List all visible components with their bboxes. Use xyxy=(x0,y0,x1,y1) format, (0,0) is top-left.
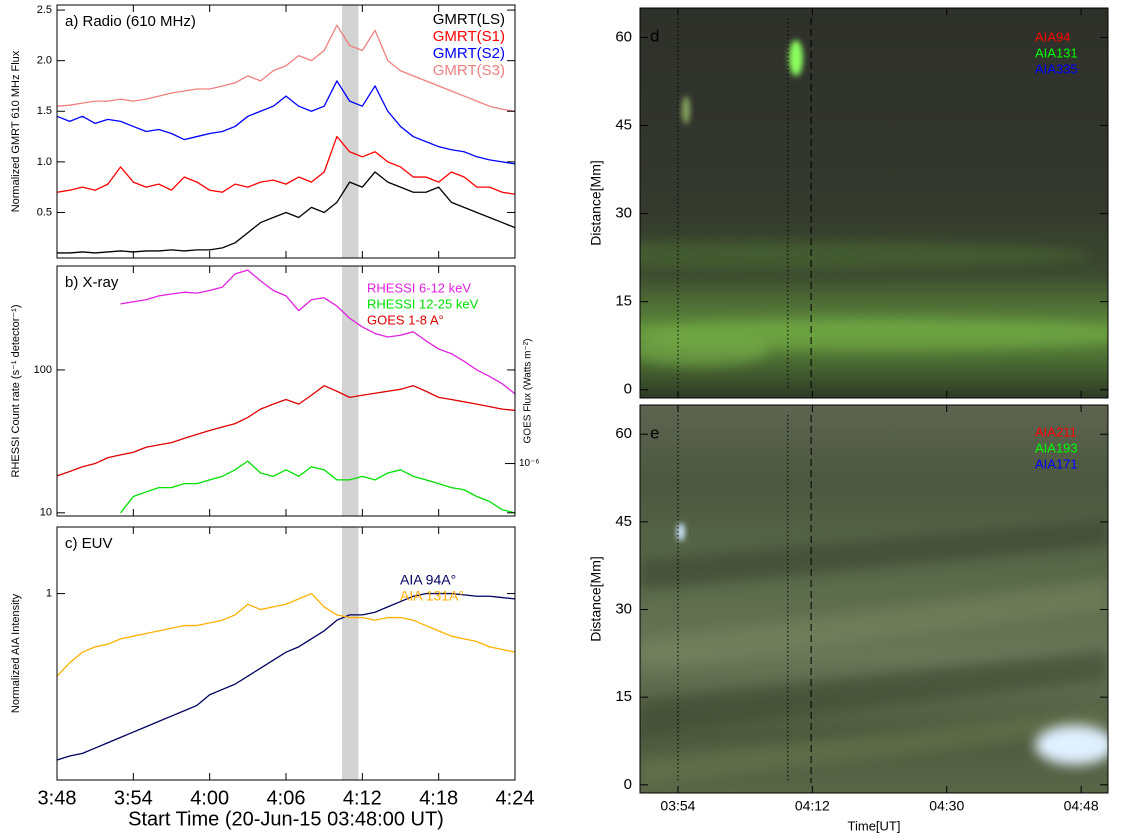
legend-entry: GOES 1-8 A° xyxy=(367,312,444,327)
series-line xyxy=(120,460,516,514)
panel-title: d xyxy=(650,26,659,45)
x-tick-label: 4:06 xyxy=(267,787,306,809)
legend-entry: AIA193 xyxy=(1035,440,1078,455)
legend-entry: AIA 131A° xyxy=(400,588,464,604)
shaded-span xyxy=(341,5,359,258)
panel-title: a) Radio (610 MHz) xyxy=(65,13,196,30)
y-tick-label: 2.0 xyxy=(37,55,52,67)
y-tick-label: 45 xyxy=(615,513,632,530)
plot-frame xyxy=(639,404,1109,794)
legend-entry: AIA171 xyxy=(1035,456,1078,471)
x-tick-label: 4:00 xyxy=(190,787,229,809)
series-line xyxy=(56,80,516,165)
series-line xyxy=(56,385,516,477)
y2-tick-label: 10⁻⁶ xyxy=(519,458,540,469)
y-axis-label: Normalized GMRT 610 MHz Flux xyxy=(10,50,22,212)
series-line xyxy=(56,592,516,761)
x-tick-label: 3:48 xyxy=(38,787,77,809)
panel-title: e xyxy=(650,423,659,442)
y2-axis-label: GOES Flux (Watts m⁻²) xyxy=(523,339,534,444)
x-tick-label: 04:12 xyxy=(795,798,830,814)
x-tick-label: 4:12 xyxy=(343,787,382,809)
y-tick-label: 45 xyxy=(615,116,632,133)
y-tick-label: 0 xyxy=(624,776,632,793)
y-tick-label: 30 xyxy=(615,205,632,222)
y-axis-label: RHESSI Count rate (s⁻¹ detector⁻¹) xyxy=(10,305,22,478)
y-tick-label: 1.0 xyxy=(37,156,52,168)
x-tick-label: 04:48 xyxy=(1064,798,1099,814)
y-tick-label: 60 xyxy=(615,28,632,45)
x-tick-label: 4:24 xyxy=(496,787,535,809)
legend-entry: AIA94 xyxy=(1035,29,1070,44)
plot-frame xyxy=(56,526,516,781)
image-e xyxy=(640,405,1108,793)
legend-entry: RHESSI 12-25 keV xyxy=(367,296,479,311)
legend-entry: AIA335 xyxy=(1035,61,1078,76)
y-tick-label: 10 xyxy=(40,507,52,519)
x-tick-label: 4:18 xyxy=(419,787,458,809)
legend-entry: GMRT(S3) xyxy=(433,62,505,79)
legend-entry: GMRT(S1) xyxy=(433,28,505,45)
x-tick-label: 03:54 xyxy=(660,798,695,814)
legend-entry: RHESSI 6-12 keV xyxy=(367,280,471,295)
y-tick-label: 2.5 xyxy=(37,4,52,16)
legend-entry: AIA 94A° xyxy=(400,572,456,588)
y-tick-label: 0 xyxy=(624,381,632,398)
legend-entry: AIA211 xyxy=(1035,424,1077,439)
series-line xyxy=(56,592,516,677)
y-tick-label: 1 xyxy=(46,587,52,599)
x-tick-label: 3:54 xyxy=(114,787,153,809)
legend-entry: AIA131 xyxy=(1035,45,1078,60)
y-tick-label: 15 xyxy=(615,293,632,310)
x-axis-label: Time[UT] xyxy=(848,818,901,833)
plot-frame xyxy=(639,7,1109,399)
series-line xyxy=(120,269,516,395)
y-tick-label: 0.5 xyxy=(37,206,52,218)
y-tick-label: 30 xyxy=(615,600,632,617)
series-line xyxy=(56,24,516,112)
legend-entry: GMRT(LS) xyxy=(433,11,505,28)
y-axis-label: Distance[Mm] xyxy=(588,556,604,642)
x-tick-label: 04:30 xyxy=(929,798,964,814)
y-axis-label: Distance[Mm] xyxy=(588,160,604,246)
x-axis-label: Start Time (20-Jun-15 03:48:00 UT) xyxy=(128,808,444,830)
y-tick-label: 60 xyxy=(615,425,632,442)
panel-title: b) X-ray xyxy=(65,274,119,291)
y-tick-label: 1.5 xyxy=(37,105,52,117)
shaded-span xyxy=(341,527,359,780)
shaded-span xyxy=(341,266,359,516)
legend-entry: GMRT(S2) xyxy=(433,45,505,62)
y-axis-label: Normalized AIA Intensity xyxy=(10,593,22,713)
image-d xyxy=(640,8,1108,398)
series-line xyxy=(56,135,516,195)
y-tick-label: 15 xyxy=(615,688,632,705)
y-tick-label: 100 xyxy=(34,364,52,376)
panel-title: c) EUV xyxy=(65,535,113,552)
